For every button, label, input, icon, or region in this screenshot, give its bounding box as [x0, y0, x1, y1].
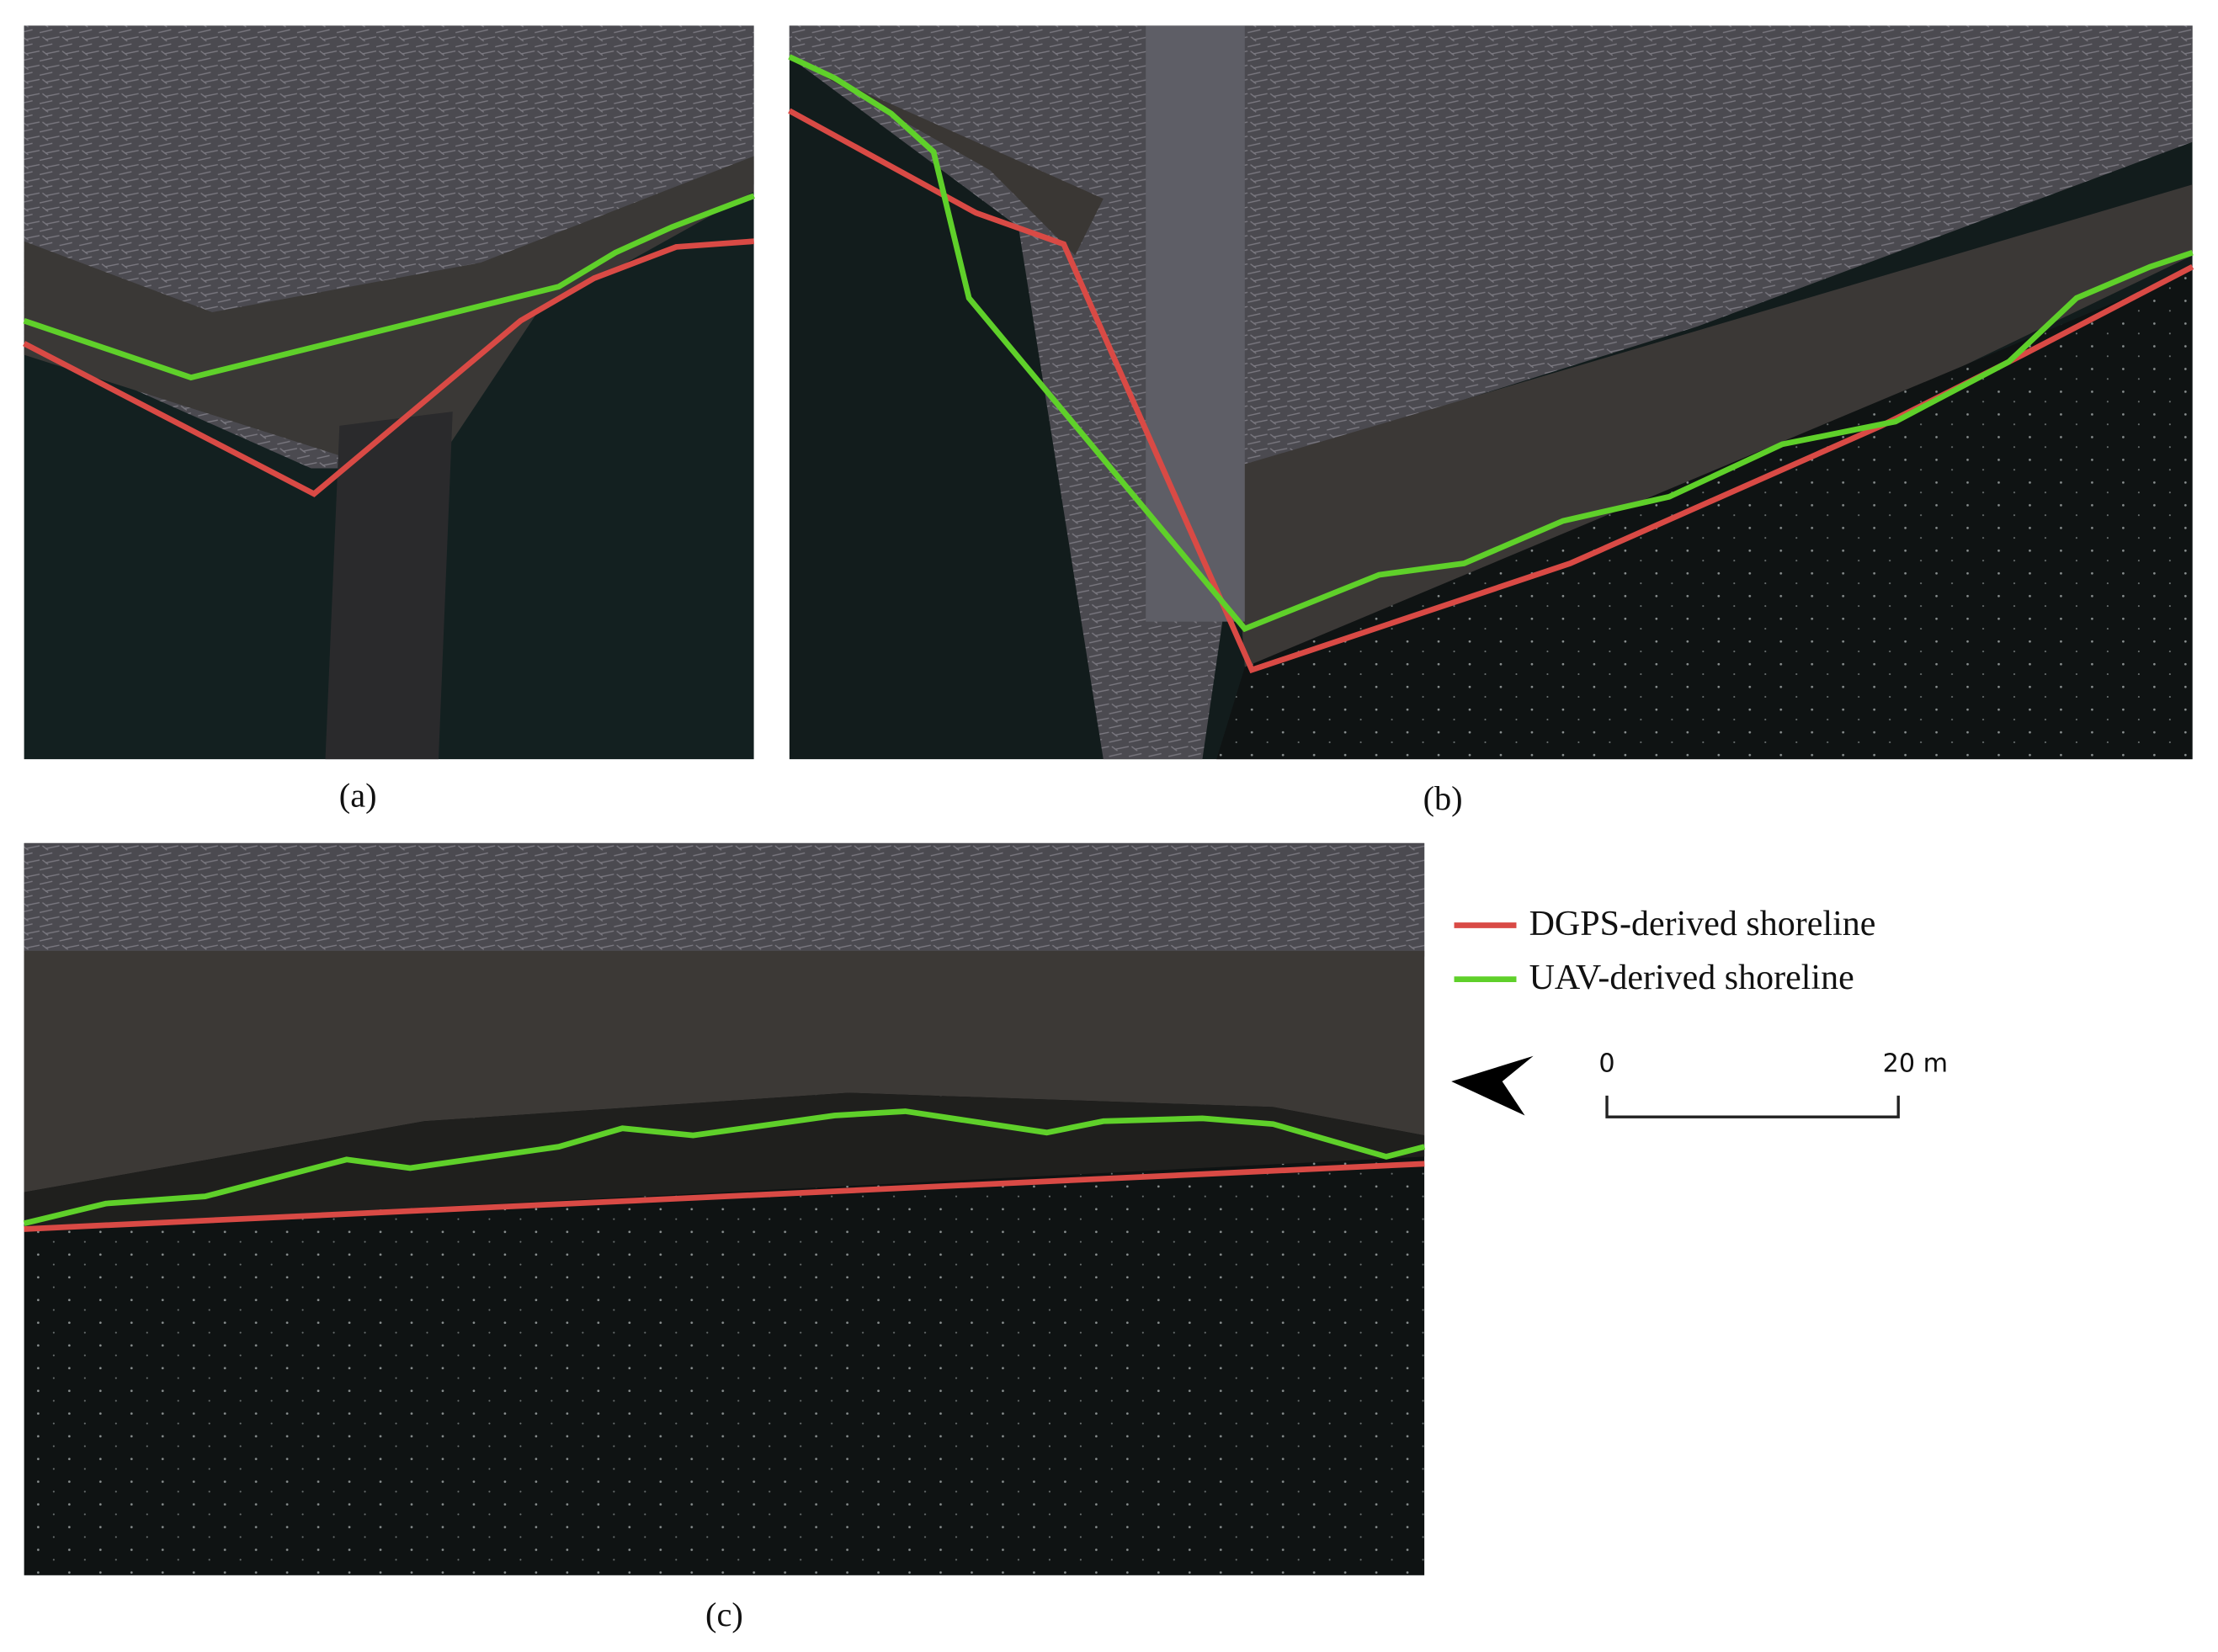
panel-label: (a) — [339, 777, 377, 815]
scale-label: 20 m — [1883, 1049, 1949, 1078]
scale-label: 0 — [1598, 1049, 1614, 1078]
panel-c-image — [24, 842, 1425, 1575]
uav-shoreline — [788, 54, 2194, 633]
legend-label: DGPS-derived shoreline — [1529, 905, 1876, 943]
panel-label: (b) — [1423, 779, 1463, 817]
panel-b-image — [789, 25, 2193, 760]
panel-label: (c) — [705, 1596, 743, 1633]
uav-shoreline — [23, 193, 755, 381]
legend-label: UAV-derived shoreline — [1529, 959, 1854, 997]
north-arrow — [1451, 1055, 1534, 1116]
dgps-shoreline — [24, 1161, 1425, 1232]
uav-shoreline — [23, 1108, 1426, 1226]
dgps-shoreline — [23, 238, 754, 497]
panel-a-image — [24, 25, 754, 760]
scale-bar — [1605, 1095, 1900, 1118]
